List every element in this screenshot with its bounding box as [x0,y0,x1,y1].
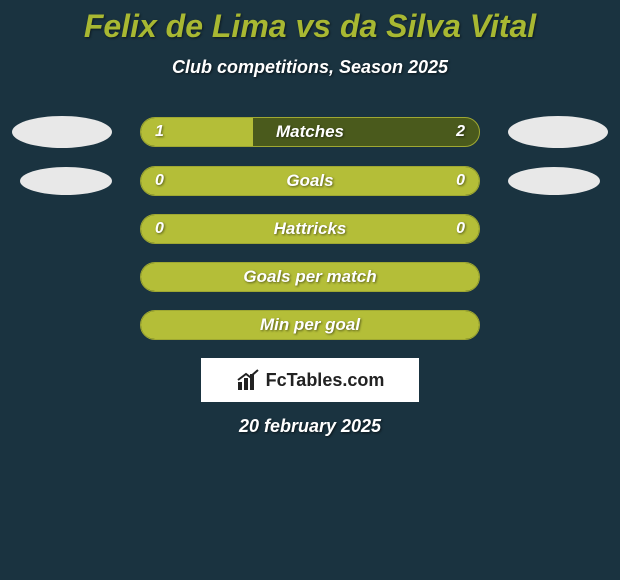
stat-label: Matches [141,118,479,146]
stat-label: Min per goal [141,311,479,339]
stat-bar: 1 Matches 2 [140,117,480,147]
stat-label: Hattricks [141,215,479,243]
stat-right-value: 2 [456,118,465,146]
stat-row-goals-per-match: Goals per match [0,262,620,292]
chart-icon [236,368,260,392]
comparison-infographic: Felix de Lima vs da Silva Vital Club com… [0,0,620,437]
stat-row-goals: 0 Goals 0 [0,166,620,196]
logo-box: FcTables.com [201,358,419,402]
player-left-ellipse [12,116,112,148]
stat-bar: 0 Hattricks 0 [140,214,480,244]
stat-label: Goals [141,167,479,195]
page-title: Felix de Lima vs da Silva Vital [0,8,620,45]
date-text: 20 february 2025 [0,416,620,437]
subtitle: Club competitions, Season 2025 [0,57,620,78]
stat-bar: 0 Goals 0 [140,166,480,196]
stat-row-min-per-goal: Min per goal [0,310,620,340]
logo-text: FcTables.com [266,370,385,391]
stat-row-hattricks: 0 Hattricks 0 [0,214,620,244]
player-right-ellipse [508,167,600,195]
stat-right-value: 0 [456,215,465,243]
stat-row-matches: 1 Matches 2 [0,116,620,148]
player-left-ellipse [20,167,112,195]
stat-bar: Min per goal [140,310,480,340]
stat-bar: Goals per match [140,262,480,292]
stat-right-value: 0 [456,167,465,195]
stat-label: Goals per match [141,263,479,291]
player-right-ellipse [508,116,608,148]
